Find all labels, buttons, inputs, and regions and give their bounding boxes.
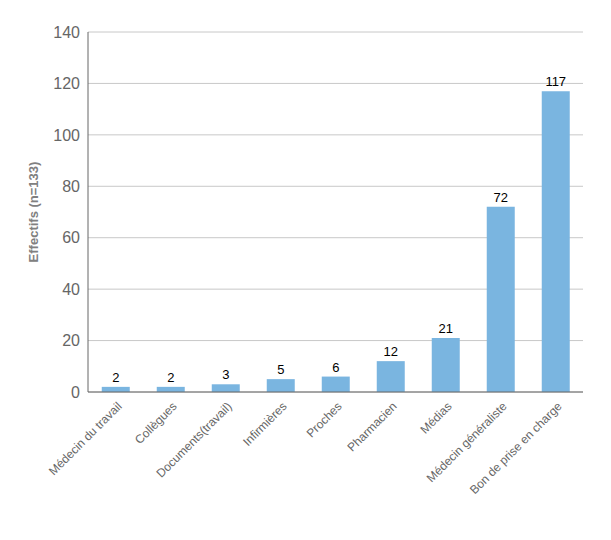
svg-text:120: 120 bbox=[53, 75, 80, 92]
svg-text:5: 5 bbox=[277, 362, 284, 377]
svg-text:60: 60 bbox=[62, 229, 80, 246]
svg-text:2: 2 bbox=[112, 370, 119, 385]
svg-text:Documents(travail): Documents(travail) bbox=[154, 399, 235, 480]
svg-text:80: 80 bbox=[62, 178, 80, 195]
svg-text:40: 40 bbox=[62, 281, 80, 298]
svg-text:117: 117 bbox=[545, 74, 566, 89]
svg-text:100: 100 bbox=[53, 127, 80, 144]
svg-text:Infirmières: Infirmières bbox=[240, 399, 290, 449]
svg-text:20: 20 bbox=[62, 332, 80, 349]
svg-text:6: 6 bbox=[332, 360, 339, 375]
svg-text:Pharmacien: Pharmacien bbox=[345, 399, 400, 454]
svg-text:Médecin du travail: Médecin du travail bbox=[46, 399, 125, 478]
svg-text:21: 21 bbox=[439, 321, 453, 336]
svg-text:Médias: Médias bbox=[417, 399, 454, 436]
svg-text:12: 12 bbox=[384, 344, 398, 359]
svg-text:Médecin généraliste: Médecin généraliste bbox=[423, 399, 510, 486]
svg-text:2: 2 bbox=[167, 370, 174, 385]
svg-text:Bon de prise en charge: Bon de prise en charge bbox=[467, 399, 565, 497]
svg-text:Effectifs (n=133): Effectifs (n=133) bbox=[26, 162, 41, 263]
svg-text:Proches: Proches bbox=[304, 399, 345, 440]
svg-text:72: 72 bbox=[494, 190, 508, 205]
svg-text:0: 0 bbox=[71, 384, 80, 401]
svg-text:3: 3 bbox=[222, 367, 229, 382]
svg-text:140: 140 bbox=[53, 24, 80, 41]
svg-text:Collègues: Collègues bbox=[132, 399, 180, 447]
